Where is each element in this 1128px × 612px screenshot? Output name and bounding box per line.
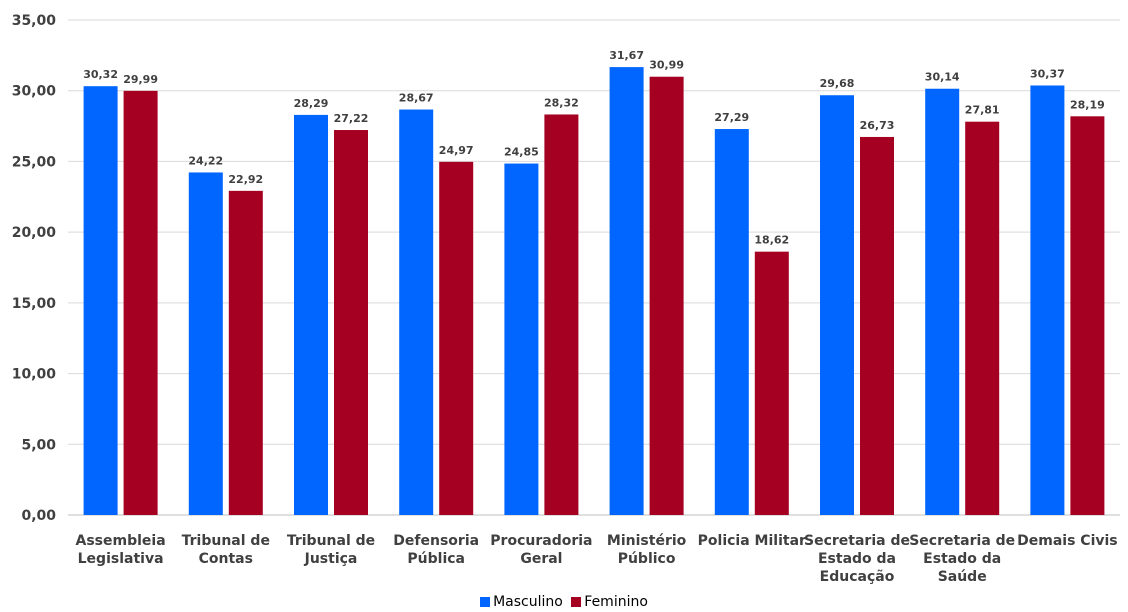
- legend-label-masculino: Masculino: [493, 594, 563, 610]
- bar-masculino: [1030, 85, 1065, 515]
- bar-feminino: [754, 251, 789, 515]
- category-label: Secretaria de: [909, 533, 1015, 549]
- bar-masculino: [504, 163, 539, 516]
- legend: Masculino Feminino: [0, 594, 1128, 611]
- legend-swatch-feminino: [571, 597, 582, 607]
- data-label: 24,97: [439, 144, 474, 157]
- bar-masculino: [83, 86, 118, 515]
- y-tick-label: 25,00: [12, 154, 57, 170]
- data-label: 30,32: [83, 68, 118, 81]
- data-label: 28,32: [544, 96, 579, 109]
- bar-feminino: [334, 130, 368, 515]
- y-tick-label: 0,00: [21, 508, 56, 524]
- bar-feminino: [228, 190, 263, 516]
- category-label: Estado da: [818, 551, 896, 567]
- category-label: Justiça: [304, 551, 358, 567]
- legend-item-masculino: Masculino: [480, 594, 563, 610]
- data-label: 29,99: [123, 73, 158, 86]
- category-label: Ministério: [607, 533, 687, 549]
- data-label: 22,92: [228, 173, 263, 186]
- y-tick-label: 15,00: [12, 296, 57, 312]
- data-label: 28,19: [1070, 98, 1105, 111]
- data-label: 27,22: [334, 112, 369, 125]
- y-tick-label: 5,00: [21, 437, 56, 453]
- bar-feminino: [649, 76, 684, 515]
- data-label: 28,67: [399, 92, 434, 105]
- legend-swatch-masculino: [480, 597, 491, 607]
- data-label: 30,37: [1030, 67, 1065, 80]
- y-tick-label: 20,00: [12, 225, 57, 241]
- data-label: 31,67: [609, 49, 644, 62]
- bar-masculino: [399, 109, 434, 515]
- category-label: Legislativa: [78, 551, 164, 567]
- bar-masculino: [609, 67, 644, 516]
- category-label: Educação: [820, 569, 895, 585]
- data-label: 29,68: [820, 77, 855, 90]
- category-label: Demais Civis: [1017, 533, 1118, 549]
- legend-label-feminino: Feminino: [584, 594, 648, 610]
- bar-masculino: [188, 172, 223, 515]
- category-label: Tribunal de: [287, 533, 375, 549]
- bar-feminino: [439, 161, 474, 516]
- category-label: Procuradoria: [490, 533, 592, 549]
- category-label: Saúde: [938, 569, 987, 585]
- category-label: Contas: [199, 551, 253, 567]
- category-label: Tribunal de: [182, 533, 270, 549]
- category-label: Assembleia: [76, 533, 166, 549]
- data-label: 27,81: [965, 104, 1000, 117]
- bar-masculino: [714, 129, 749, 515]
- y-tick-label: 35,00: [12, 13, 57, 29]
- category-label: Geral: [520, 551, 562, 567]
- category-label: Defensoria: [393, 533, 479, 549]
- data-label: 26,73: [860, 119, 895, 132]
- category-label: Policia Militar: [698, 533, 806, 549]
- y-tick-label: 30,00: [12, 84, 57, 100]
- bar-feminino: [965, 121, 1000, 516]
- bar-feminino: [1070, 116, 1105, 515]
- bar-feminino: [544, 114, 579, 515]
- bar-masculino: [820, 95, 854, 516]
- data-label: 30,14: [925, 71, 960, 84]
- category-label: Estado da: [923, 551, 1001, 567]
- data-label: 30,99: [649, 59, 684, 72]
- data-label: 24,85: [504, 146, 539, 159]
- bar-chart: 0,00 5,00 10,00 15,00 20,00 25,00 30,00 35,00 30…: [12, 13, 1120, 585]
- data-label: 18,62: [754, 234, 789, 247]
- bar-masculino: [294, 114, 328, 516]
- data-label: 24,22: [188, 154, 223, 167]
- legend-item-feminino: Feminino: [571, 594, 648, 610]
- y-tick-label: 10,00: [12, 367, 57, 383]
- bar-feminino: [860, 136, 894, 515]
- category-label: Secretaria de: [804, 533, 910, 549]
- data-label: 27,29: [714, 111, 749, 124]
- data-label: 28,29: [294, 97, 329, 110]
- bar-masculino: [925, 88, 960, 515]
- category-label: Público: [618, 551, 676, 567]
- bar-feminino: [123, 90, 158, 515]
- category-label: Pública: [407, 551, 465, 567]
